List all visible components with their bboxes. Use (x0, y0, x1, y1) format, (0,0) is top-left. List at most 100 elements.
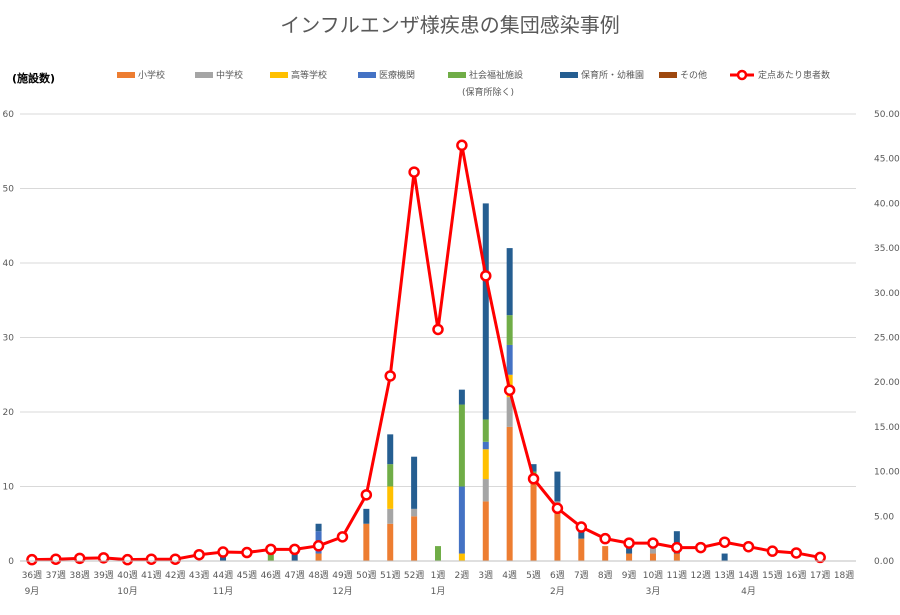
bar-segment (482, 479, 489, 502)
line-point (480, 270, 492, 282)
month-label: 12月 (332, 586, 352, 597)
bar-segment (530, 464, 537, 472)
y-tick-label: 20 (3, 408, 15, 418)
bar-segment (482, 419, 489, 442)
line-point (312, 540, 325, 552)
bar-segment (482, 203, 489, 420)
x-tick-label: 2週 (455, 570, 470, 581)
bar-segment (411, 508, 418, 517)
bar-segment (578, 538, 585, 561)
bar-segment (649, 553, 656, 561)
x-tick-label: 14週 (738, 570, 758, 581)
line-point (503, 384, 516, 396)
line-point (456, 139, 468, 152)
month-label: 9月 (25, 586, 40, 597)
bar-segment (626, 553, 633, 561)
line-point (742, 540, 755, 553)
bar-segment (387, 486, 394, 509)
x-tick-label: 16週 (786, 570, 806, 581)
line-point (265, 543, 277, 556)
x-tick-label: 47週 (284, 570, 304, 581)
bar-segment (267, 553, 274, 561)
legend-swatch (560, 72, 578, 78)
month-label: 10月 (117, 586, 137, 597)
x-tick-label: 7週 (574, 570, 589, 581)
legend-label: その他 (680, 69, 707, 81)
line-point (336, 531, 349, 543)
line-point (575, 521, 588, 533)
x-tick-label: 37週 (46, 570, 66, 581)
line-point (432, 323, 444, 336)
legend-swatch (448, 72, 466, 78)
x-tick-label: 38週 (69, 570, 89, 581)
line-point (551, 502, 564, 515)
bar-segment (721, 553, 728, 561)
line-point (694, 541, 707, 554)
x-tick-label: 6週 (550, 570, 565, 581)
month-label: 1月 (431, 586, 446, 597)
bar-segment (411, 456, 418, 509)
bar-segment (482, 501, 489, 561)
x-tick-label: 51週 (380, 570, 400, 581)
bar-segment (554, 471, 561, 502)
bar-segment (363, 523, 370, 561)
y-tick-label: 30 (3, 334, 15, 344)
y2-tick-label: 35.00 (874, 244, 900, 254)
y-tick-label: 40 (3, 259, 15, 269)
line-point (360, 489, 373, 501)
x-tick-label: 43週 (189, 570, 209, 581)
month-label: 2月 (550, 586, 565, 597)
y2-tick-label: 5.00 (874, 512, 894, 522)
y-tick-label: 10 (3, 483, 15, 493)
x-tick-label: 5週 (526, 570, 541, 581)
x-tick-label: 42週 (165, 570, 185, 581)
line-path (31, 143, 821, 562)
line-point (169, 553, 182, 565)
bar-segment (578, 531, 585, 539)
bar-segment (458, 389, 465, 405)
bar-segment (291, 553, 298, 561)
y2-tick-label: 30.00 (874, 289, 900, 299)
line-point (790, 547, 803, 559)
axes: 36週 37週 38週 39週 40週 41週 42週 43週 44週 45週 46週 47週 48週 4… (20, 560, 856, 597)
line-point (288, 543, 301, 556)
bar-segment (482, 449, 489, 480)
x-tick-label: 8週 (598, 570, 613, 581)
line-point (97, 552, 110, 564)
x-tick-label: 48週 (308, 570, 328, 581)
legend-line-label: 定点あたり患者数 (758, 69, 830, 81)
bar-segment (506, 315, 513, 345)
bar-segment (387, 434, 394, 465)
legend-swatch (659, 72, 677, 78)
month-label: 4月 (741, 586, 756, 597)
x-tick-label: 41週 (141, 570, 161, 581)
line-point (814, 551, 826, 564)
bar-segment (411, 516, 418, 561)
line-point (671, 541, 683, 554)
legend-swatch (270, 72, 288, 78)
x-tick-label: 39週 (93, 570, 113, 581)
bar-segment (554, 508, 561, 561)
x-tick-label: 40週 (117, 570, 137, 581)
y2-tick-label: 0.00 (874, 557, 894, 567)
legend-label: 中学校 (216, 69, 243, 81)
line-point (26, 553, 38, 566)
y2-tick-label: 45.00 (874, 155, 900, 165)
x-tick-label: 4週 (502, 570, 517, 581)
bar-segment (458, 486, 465, 554)
bar-segment (673, 553, 680, 561)
x-tick-label: 50週 (356, 570, 376, 581)
bar-segment (387, 523, 394, 561)
line-point (718, 536, 731, 548)
x-tick-label: 52週 (404, 570, 424, 581)
grid: 0 10 20 30 40 50 60 0.00 5.00 10.00 15.00 20.00 25.0… (3, 110, 900, 567)
bar-segment (530, 479, 537, 561)
bar-segment (506, 248, 513, 316)
x-tick-label: 46週 (261, 570, 281, 581)
line-point (623, 537, 635, 549)
y2-tick-label: 25.00 (874, 334, 900, 344)
line-point (121, 553, 134, 566)
y-tick-label: 0 (8, 557, 14, 567)
